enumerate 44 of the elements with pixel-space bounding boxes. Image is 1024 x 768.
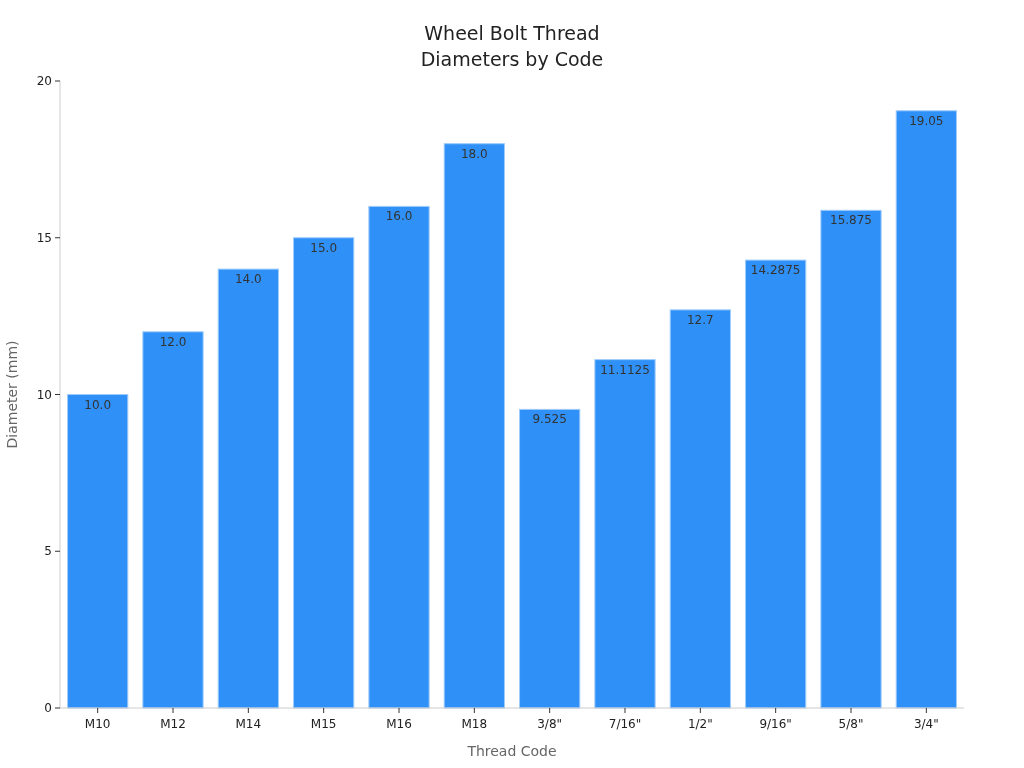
x-tick-label: 3/4" bbox=[913, 717, 939, 731]
data-label: 12.7 bbox=[686, 312, 714, 327]
bar bbox=[519, 408, 581, 709]
bar bbox=[217, 268, 279, 709]
bar bbox=[745, 259, 807, 709]
x-tick-label: 3/8" bbox=[537, 717, 563, 731]
x-tick-label: 1/2" bbox=[687, 717, 713, 731]
y-tick-label: 15 bbox=[36, 230, 52, 245]
x-tick-label: M12 bbox=[160, 717, 186, 731]
y-axis-title: Diameter (mm) bbox=[4, 340, 20, 449]
x-axis-title: Thread Code bbox=[466, 743, 557, 759]
data-label: 14.2875 bbox=[750, 263, 801, 278]
x-tick-label: M16 bbox=[386, 717, 412, 731]
data-label: 12.0 bbox=[159, 334, 187, 349]
bar bbox=[67, 394, 129, 709]
bar bbox=[594, 359, 656, 709]
bar bbox=[443, 143, 505, 709]
y-tick-label: 0 bbox=[44, 701, 52, 716]
x-tick-label: 7/16" bbox=[608, 717, 642, 731]
data-label: 10.0 bbox=[84, 397, 112, 412]
y-tick-label: 5 bbox=[44, 544, 52, 559]
bar bbox=[895, 110, 957, 709]
bar bbox=[142, 331, 204, 709]
chart-title: Wheel Bolt Thread Diameters by Code bbox=[420, 22, 604, 70]
x-tick-label: M18 bbox=[461, 717, 488, 731]
bar bbox=[820, 209, 882, 709]
bar bbox=[669, 309, 731, 709]
y-tick-label: 10 bbox=[36, 387, 52, 402]
x-tick-label: M15 bbox=[310, 717, 337, 731]
data-label: 11.1125 bbox=[600, 362, 650, 377]
data-label: 14.0 bbox=[234, 272, 262, 287]
data-label: 16.0 bbox=[385, 209, 413, 224]
x-tick-label: 5/8" bbox=[838, 717, 864, 731]
y-tick-label: 20 bbox=[36, 74, 52, 89]
bar bbox=[293, 237, 355, 709]
x-tick-label: M10 bbox=[84, 717, 111, 731]
data-label: 15.0 bbox=[310, 240, 338, 255]
bar bbox=[368, 205, 430, 709]
data-label: 15.875 bbox=[830, 213, 872, 228]
data-label: 18.0 bbox=[460, 146, 488, 161]
x-tick-label: 9/16" bbox=[759, 717, 792, 731]
data-label: 9.525 bbox=[532, 412, 567, 427]
x-tick-label: M14 bbox=[235, 717, 262, 731]
data-label: 19.05 bbox=[909, 113, 944, 128]
